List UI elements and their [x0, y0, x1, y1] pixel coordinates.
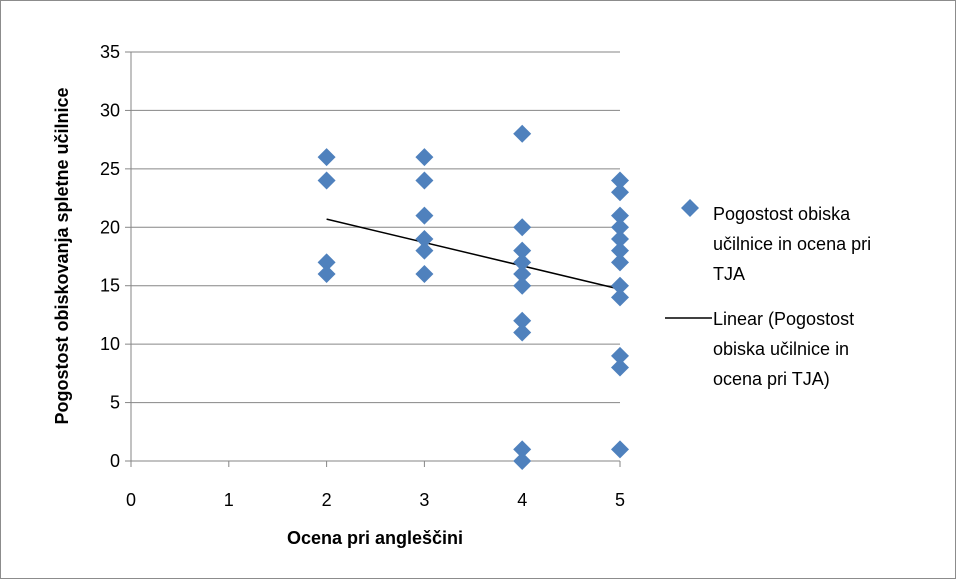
data-point [513, 276, 532, 295]
x-tick-label: 3 [419, 490, 429, 510]
legend-trendline-label-line-3: ocena pri TJA) [713, 369, 830, 389]
data-point [513, 253, 532, 272]
y-tick-label: 35 [100, 42, 120, 62]
legend-series-label-line-3: TJA [713, 264, 745, 284]
legend: Pogostost obiska učilnice in ocena pri T… [665, 199, 871, 389]
x-tick-label: 2 [322, 490, 332, 510]
y-tick-label: 5 [110, 393, 120, 413]
data-point [513, 311, 532, 330]
data-point [513, 124, 532, 143]
data-point [415, 148, 434, 167]
data-point [513, 452, 532, 470]
data-point [415, 229, 434, 248]
legend-series-label-line-2: učilnice in ocena pri [713, 234, 871, 254]
y-tick-label: 30 [100, 100, 120, 120]
data-point [513, 323, 532, 342]
gridlines [131, 51, 620, 404]
data-point [317, 265, 336, 284]
data-points [317, 124, 629, 470]
trendline [326, 218, 621, 290]
y-tick-label: 15 [100, 276, 120, 296]
y-tick-label: 10 [100, 334, 120, 354]
legend-trendline-label-line-1: Linear (Pogostost [713, 309, 854, 329]
data-point [611, 440, 629, 459]
data-point [415, 206, 434, 225]
y-tick-label: 25 [100, 159, 120, 179]
data-point [611, 288, 629, 307]
data-point [611, 346, 629, 365]
data-point [415, 171, 434, 190]
data-point [611, 229, 629, 248]
x-tick-label: 0 [126, 490, 136, 510]
data-point [513, 265, 532, 284]
x-tick-label: 1 [224, 490, 234, 510]
legend-series-label-line-1: Pogostost obiska [713, 204, 851, 224]
data-point [611, 218, 629, 237]
data-point [513, 241, 532, 260]
x-tick-label: 4 [517, 490, 527, 510]
legend-trendline-label-line-2: obiska učilnice in [713, 339, 849, 359]
data-point [611, 358, 629, 377]
data-point [611, 206, 629, 225]
data-point [317, 148, 336, 167]
data-point [611, 183, 629, 202]
data-point [317, 171, 336, 190]
x-axis-title: Ocena pri angleščini [287, 528, 463, 548]
data-point [611, 171, 629, 190]
legend-series-marker [681, 199, 699, 217]
data-point [513, 440, 532, 459]
trendline-layer [326, 218, 621, 290]
data-point [513, 218, 532, 237]
y-tick-label: 0 [110, 451, 120, 471]
axes [125, 51, 621, 467]
data-point [611, 253, 629, 272]
y-tick-label: 20 [100, 217, 120, 237]
data-point [415, 265, 434, 284]
y-axis-title: Pogostost obiskovanja spletne učilnice [52, 87, 72, 424]
data-point [611, 276, 629, 295]
data-point [317, 253, 336, 272]
data-point [415, 241, 434, 260]
x-tick-label: 5 [615, 490, 625, 510]
tick-labels: 0 5 10 15 20 25 30 35 0 1 2 3 4 5 [100, 42, 625, 510]
data-point [611, 241, 629, 260]
